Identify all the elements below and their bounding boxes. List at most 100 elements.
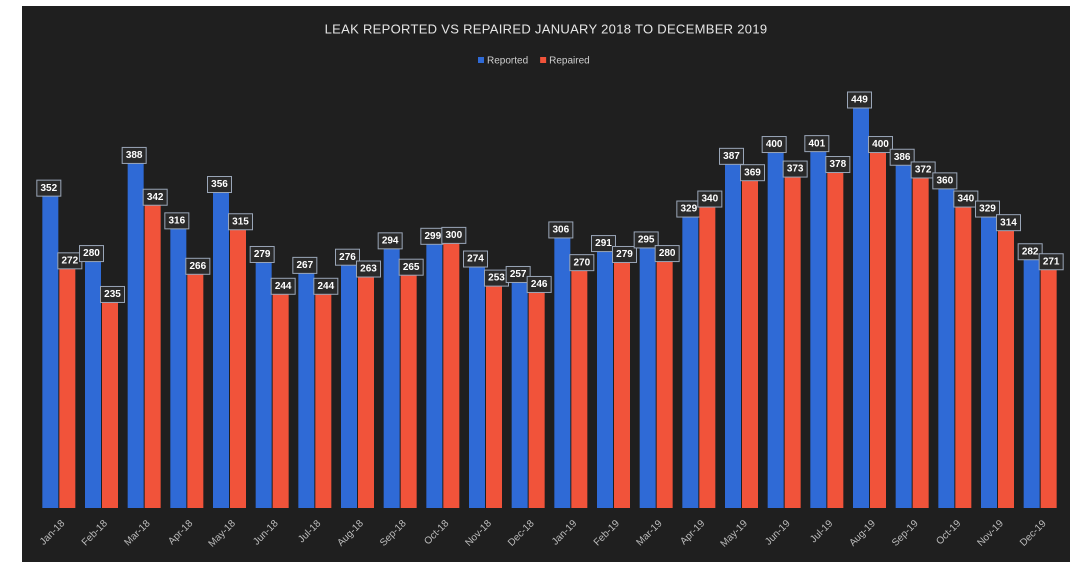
value-label: 276	[339, 252, 356, 263]
value-label: 291	[595, 238, 612, 249]
value-label-box	[398, 258, 424, 276]
value-label: 340	[701, 194, 718, 205]
value-label: 279	[616, 249, 633, 260]
value-label-box	[889, 148, 915, 166]
bar	[400, 267, 417, 508]
value-label-box	[719, 147, 744, 165]
value-label: 400	[766, 139, 783, 150]
value-label-box	[526, 275, 552, 293]
value-label-box	[121, 146, 147, 164]
bar	[998, 222, 1014, 508]
bar	[170, 220, 187, 509]
bar	[597, 243, 613, 508]
value-label-box	[292, 256, 318, 274]
value-label: 388	[126, 150, 143, 161]
value-label: 449	[851, 95, 868, 106]
value-label-box	[761, 136, 787, 154]
bar	[486, 278, 502, 508]
bar	[85, 253, 101, 508]
value-label: 342	[147, 192, 164, 203]
value-label-box	[804, 135, 830, 153]
value-label: 306	[552, 225, 569, 236]
value-label-box	[270, 277, 296, 295]
value-label: 274	[467, 254, 484, 265]
value-label-box	[100, 285, 125, 303]
value-label: 270	[573, 257, 590, 268]
value-label: 280	[83, 248, 100, 259]
value-label: 263	[360, 264, 377, 275]
bar	[571, 262, 588, 508]
value-label: 265	[403, 262, 420, 273]
value-label-box	[335, 248, 360, 266]
value-label-box	[697, 190, 723, 208]
value-label-box	[164, 212, 190, 230]
value-label-box	[847, 91, 872, 109]
value-label: 369	[744, 167, 761, 178]
legend-label: Reported	[487, 56, 528, 67]
bar	[144, 197, 161, 508]
value-label: 316	[168, 215, 185, 226]
value-label-box	[505, 265, 531, 283]
value-label-box	[996, 214, 1021, 232]
bar	[59, 260, 76, 508]
bar	[614, 254, 630, 508]
value-label-box	[932, 172, 958, 190]
value-label: 280	[659, 248, 676, 259]
value-label-box	[868, 136, 893, 154]
value-label: 266	[189, 261, 206, 272]
bar	[554, 229, 571, 509]
bar	[187, 266, 204, 508]
value-label: 272	[61, 255, 78, 266]
bar	[725, 156, 741, 508]
value-label: 235	[104, 289, 121, 300]
value-label: 253	[488, 273, 505, 284]
legend-swatch	[478, 57, 484, 63]
value-label-box	[228, 213, 253, 231]
value-label-box	[910, 161, 936, 179]
value-label-box	[377, 232, 403, 250]
value-label-box	[569, 254, 595, 272]
bar	[213, 184, 229, 508]
value-label: 257	[510, 269, 527, 280]
value-label: 314	[1000, 217, 1017, 228]
value-label: 352	[40, 183, 57, 194]
value-label-box	[1038, 253, 1064, 271]
bar	[767, 144, 784, 508]
value-label: 315	[232, 216, 249, 227]
value-label: 360	[936, 176, 953, 187]
value-label: 378	[829, 159, 846, 170]
bar	[639, 239, 656, 509]
bar	[255, 254, 272, 508]
bar	[870, 144, 886, 508]
value-label-box	[185, 257, 211, 275]
value-label: 340	[957, 194, 974, 205]
value-label-box	[953, 190, 979, 208]
bar	[682, 209, 699, 509]
value-label: 299	[424, 231, 441, 242]
bar	[42, 188, 59, 509]
value-label: 246	[531, 279, 548, 290]
bar	[895, 157, 912, 508]
value-label: 300	[445, 230, 462, 241]
value-label-box	[633, 231, 659, 249]
value-label: 356	[211, 179, 228, 190]
value-label: 271	[1043, 256, 1060, 267]
value-label: 244	[317, 281, 334, 292]
value-label-box	[740, 164, 765, 182]
bar	[341, 257, 357, 508]
legend-swatch	[540, 57, 547, 63]
value-label-box	[612, 245, 637, 263]
value-label-box	[79, 245, 104, 263]
value-label-box	[782, 160, 808, 178]
value-label: 329	[979, 204, 996, 215]
bar	[511, 274, 528, 508]
bar	[469, 259, 485, 508]
value-label: 373	[787, 164, 804, 175]
bar	[784, 169, 801, 509]
value-label-box	[207, 176, 232, 194]
bar	[358, 269, 374, 508]
value-label-box	[249, 245, 275, 263]
value-label: 387	[723, 151, 740, 162]
bar	[699, 199, 716, 509]
